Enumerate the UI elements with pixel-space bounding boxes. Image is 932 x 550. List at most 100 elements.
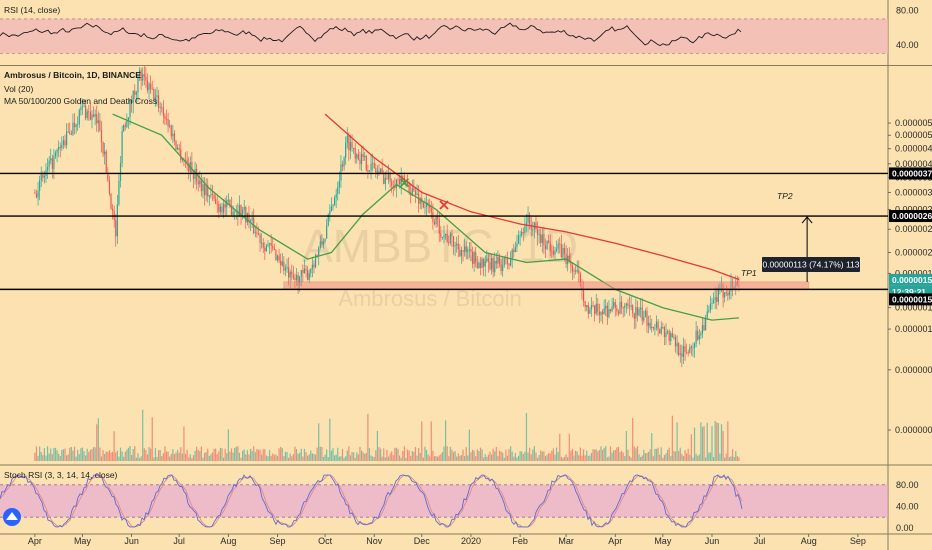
- candle-body: [170, 125, 172, 137]
- candle-body: [541, 234, 543, 243]
- volume-bar: [43, 448, 45, 461]
- volume-bar: [221, 448, 223, 461]
- volume-bar: [243, 449, 245, 461]
- candle-body: [575, 270, 577, 272]
- candle-body: [289, 271, 291, 278]
- volume-bar: [66, 455, 68, 461]
- ma50-line: [112, 113, 739, 321]
- candle-body: [159, 107, 161, 108]
- volume-bar: [200, 446, 202, 461]
- volume-bar: [126, 449, 128, 461]
- candle-body: [330, 206, 333, 211]
- volume-bar: [245, 454, 247, 461]
- volume-bar: [273, 454, 275, 461]
- volume-bar: [131, 454, 133, 461]
- volume-bar: [522, 453, 524, 461]
- candle-body: [34, 192, 36, 194]
- price-tag-bg: [889, 210, 932, 223]
- volume-bar: [54, 447, 57, 461]
- time-axis-label: Apr: [608, 536, 622, 546]
- volume-bar: [671, 415, 673, 461]
- candle-body: [254, 232, 256, 234]
- volume-bar: [462, 449, 464, 461]
- candle-body: [129, 99, 131, 118]
- volume-bar: [598, 450, 600, 461]
- candle-body: [40, 174, 42, 181]
- volume-bar: [189, 454, 191, 461]
- volume-bar: [659, 454, 661, 461]
- volume-bar: [394, 447, 396, 461]
- candle-body: [275, 250, 277, 261]
- candle-body: [609, 309, 612, 312]
- candle-body: [471, 251, 474, 265]
- candle-body: [118, 180, 120, 205]
- volume-bar: [497, 456, 499, 461]
- volume-bar: [375, 450, 377, 461]
- candle-body: [177, 147, 179, 150]
- candle-body: [324, 238, 326, 242]
- volume-bar: [500, 451, 502, 461]
- logo-mark-icon: [6, 512, 18, 520]
- candle-body: [154, 97, 156, 101]
- tradingview-logo[interactable]: [3, 508, 21, 526]
- candle-body: [37, 191, 39, 198]
- candle-body: [270, 243, 272, 247]
- volume-bar: [732, 449, 734, 461]
- volume-bar: [733, 456, 735, 461]
- support-zone: [283, 281, 810, 290]
- candle-body: [197, 181, 199, 185]
- measure-tool[interactable]: 0.00000113 (74.17%) 113: [762, 257, 860, 272]
- candle-body: [530, 224, 532, 230]
- candle-body: [425, 202, 428, 207]
- candle-body: [218, 203, 220, 212]
- candle-body: [349, 141, 352, 151]
- volume-bar: [108, 450, 111, 461]
- volume-bar: [216, 454, 218, 461]
- volume-bar: [161, 456, 163, 461]
- candle-body: [662, 327, 664, 328]
- candle-body: [655, 321, 658, 328]
- volume-bar: [625, 430, 627, 461]
- volume-bar: [551, 450, 553, 461]
- volume-bar: [708, 452, 710, 461]
- candle-body: [67, 131, 69, 133]
- candle-body: [632, 305, 634, 313]
- volume-bar: [291, 456, 293, 461]
- candle-body: [614, 302, 616, 309]
- candle-body: [571, 265, 574, 272]
- volume-bar: [119, 447, 122, 461]
- candle-body: [686, 352, 688, 353]
- volume-bar: [414, 447, 417, 461]
- measure-tooltip: [762, 257, 860, 272]
- stoch-k-line: [0, 474, 743, 528]
- candle-body: [684, 346, 686, 353]
- candle-body: [35, 193, 38, 198]
- candle-body: [689, 346, 691, 353]
- volume-bar: [56, 450, 58, 461]
- candle-body: [649, 322, 651, 328]
- candle-body: [464, 246, 466, 252]
- candle-body: [524, 226, 526, 234]
- candle-body: [219, 206, 222, 212]
- volume-bar: [167, 451, 169, 461]
- candle-body: [584, 301, 586, 308]
- candle-body: [283, 261, 285, 271]
- volume-bar: [467, 455, 469, 461]
- volume-bar: [162, 453, 164, 461]
- candle-body: [89, 112, 91, 120]
- volume-bar: [619, 452, 621, 461]
- volume-bar: [419, 452, 421, 461]
- volume-bar: [372, 456, 374, 461]
- candle-body: [430, 208, 432, 213]
- volume-bar: [399, 455, 401, 461]
- volume-bar: [581, 455, 583, 461]
- candle-body: [462, 250, 464, 252]
- volume-bar: [575, 450, 577, 461]
- volume-bar: [555, 447, 558, 461]
- candle-body: [86, 111, 88, 119]
- volume-bar: [268, 449, 271, 461]
- volume-bar: [104, 453, 106, 461]
- volume-bar: [690, 434, 692, 461]
- candle-body: [387, 173, 390, 180]
- volume-bar: [582, 449, 585, 461]
